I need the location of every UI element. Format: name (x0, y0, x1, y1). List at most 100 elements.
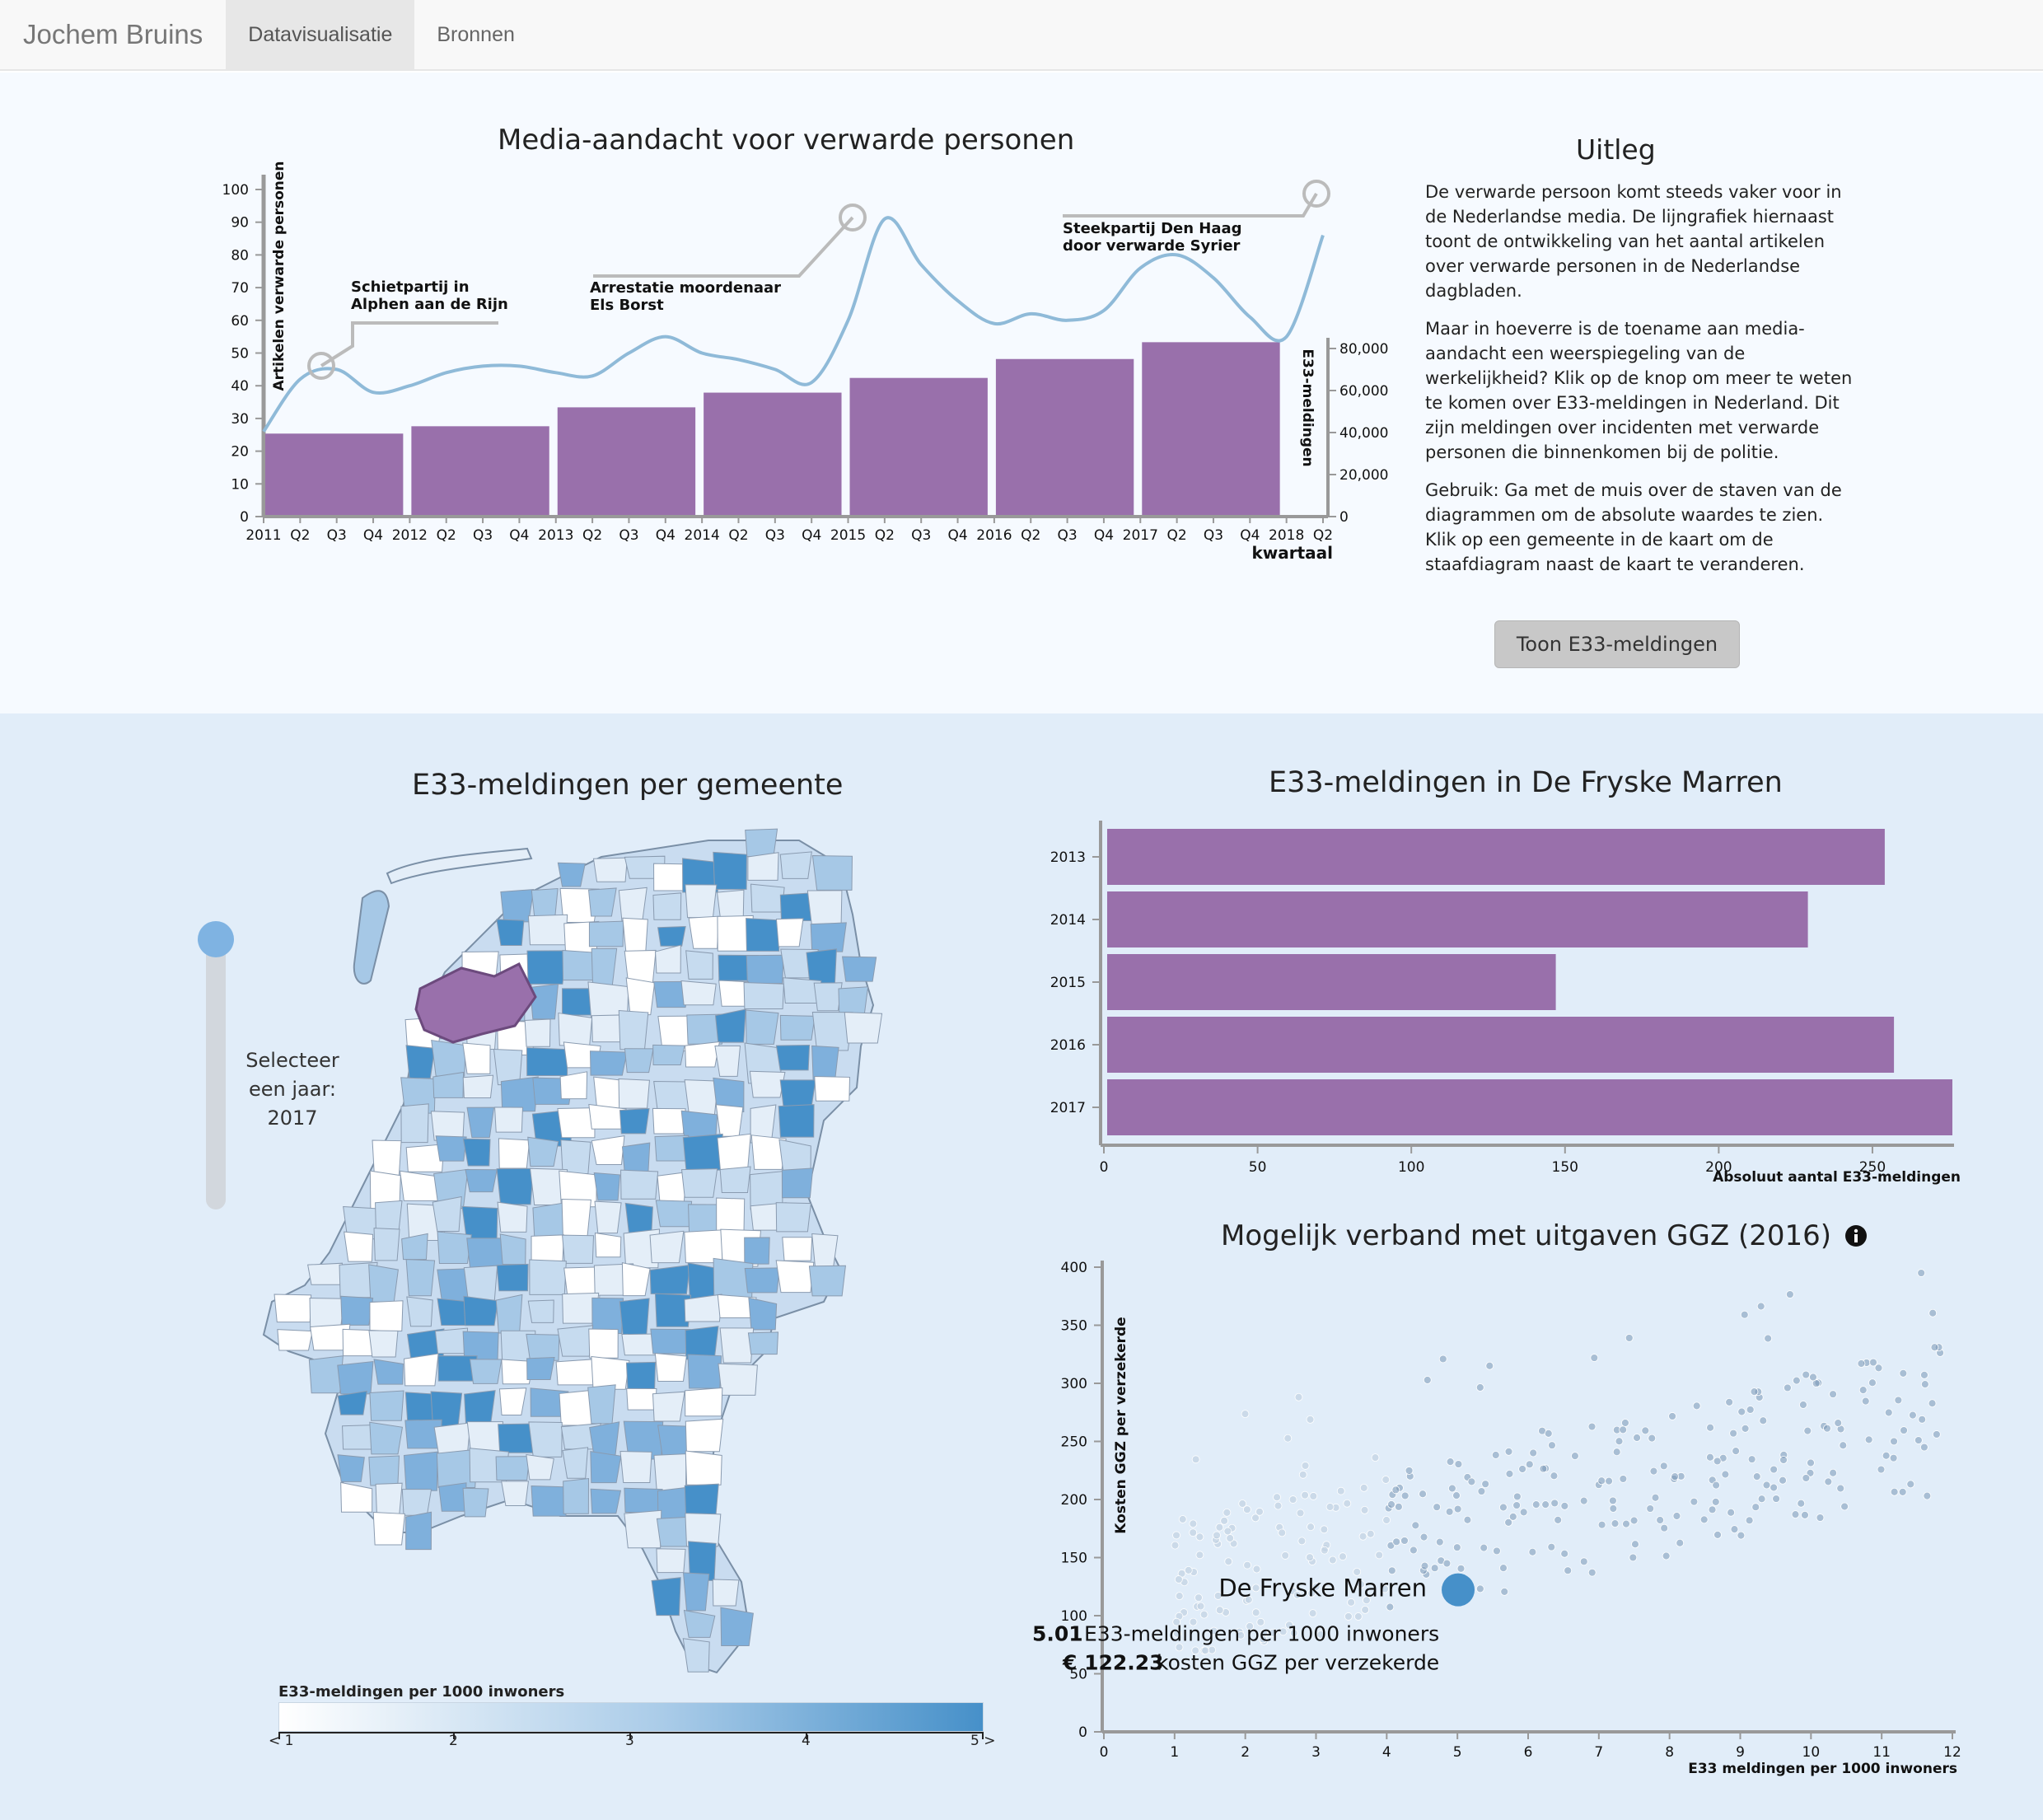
gemeente (501, 1481, 530, 1506)
gemeente (621, 1262, 651, 1297)
gemeente-dot (1297, 1537, 1307, 1546)
gemeente-dot (1477, 1487, 1486, 1495)
annotation-label: Alphen aan de Rijn (351, 296, 508, 313)
gemeente-dot (1909, 1411, 1917, 1420)
gemeente (682, 1572, 710, 1612)
gemeente-dot (1729, 1429, 1738, 1438)
map-title: E33-meldingen per gemeente (412, 769, 844, 802)
legend-tick (982, 1732, 984, 1739)
gemeente (651, 1577, 681, 1616)
gemeente-dot (1899, 1369, 1908, 1378)
x-tick-label: Q3 (1204, 527, 1223, 544)
gemeente-dot (1706, 1423, 1714, 1432)
media-chart: 0 10 20 30 40 50 60 70 80 90 100 Artikelen verwarde… (222, 161, 1389, 563)
gemeente-dot (1799, 1401, 1807, 1409)
gemeente (749, 1070, 786, 1098)
annotation-connector (320, 321, 498, 367)
gemeente-dot (1171, 1541, 1180, 1550)
gemeente-dot (1209, 1626, 1218, 1635)
x-tick-label: Q3 (327, 527, 347, 544)
gemeente-dot (1802, 1474, 1811, 1482)
gemeente-dot (1751, 1503, 1760, 1512)
year-label: 2017 (1050, 1100, 1086, 1116)
gemeente-dot (1587, 1422, 1597, 1431)
right-tick-label: 0 (1339, 509, 1349, 526)
gemeente (496, 1263, 529, 1292)
gemeente (810, 922, 847, 952)
gemeente (375, 1482, 403, 1516)
gemeente-dot (1246, 1621, 1255, 1631)
gemeente-dot (1256, 1617, 1265, 1626)
gemeente-dot (1840, 1502, 1849, 1511)
legend-label-4: 4 (802, 1733, 811, 1749)
gemeente (368, 1264, 399, 1303)
annotation-label: Steekpartij Den Haag (1063, 220, 1242, 237)
x-tick-label: Q4 (802, 527, 821, 544)
gemeente-dot (1784, 1383, 1792, 1392)
gemeente-dot (1756, 1302, 1765, 1311)
gemeente-dot (1770, 1465, 1779, 1474)
x-tick-label: 2013 (538, 527, 573, 544)
gemeente-dot (1560, 1549, 1569, 1558)
nav-datavisualisatie[interactable]: Datavisualisatie (226, 0, 415, 69)
gemeente-dot (1648, 1434, 1657, 1443)
gemeente-dot (1928, 1308, 1938, 1317)
gemeente-dot (1238, 1500, 1247, 1508)
toon-e33-button[interactable]: Toon E33-meldingen (1494, 620, 1740, 668)
gemeente-dot (1641, 1426, 1650, 1435)
year-slider-handle[interactable] (198, 921, 234, 957)
gemeente-dot (1779, 1476, 1787, 1485)
nav-bronnen[interactable]: Bronnen (437, 22, 515, 46)
gemeente-dot (1467, 1477, 1476, 1486)
gemeente (685, 1513, 722, 1547)
gemeente-dot (1894, 1396, 1903, 1405)
x-tick-label: Q2 (582, 527, 602, 544)
gemeente (811, 855, 853, 891)
gemeente-dot (1713, 1457, 1722, 1466)
gemeente (562, 1234, 595, 1264)
gemeente (401, 1489, 432, 1516)
gemeente-dot (1676, 1538, 1685, 1547)
x-tick-label: Q4 (656, 527, 676, 544)
gemeente-dot (1625, 1334, 1634, 1342)
x-tick-label: Q2 (1021, 527, 1040, 544)
year-slider-track[interactable] (206, 938, 226, 1209)
gemeente (587, 887, 617, 917)
gemeente-dot (1752, 1472, 1761, 1481)
gemeente (496, 1167, 534, 1205)
info-icon[interactable] (1844, 1223, 1868, 1248)
netherlands-map[interactable] (247, 807, 1021, 1681)
gemeente-dot (1737, 1531, 1746, 1540)
gemeente (435, 1135, 467, 1162)
x-tick-label: 2018 (1269, 527, 1304, 544)
left-tick-label: 20 (231, 444, 249, 461)
gemeente-dot (1409, 1546, 1418, 1555)
x-tick-label: Q2 (1313, 527, 1333, 544)
gemeente-dot (1528, 1547, 1537, 1556)
e33-bar (1142, 342, 1280, 517)
gemeente (811, 1233, 839, 1271)
gemeente-dot (1823, 1424, 1831, 1433)
gemeente-dot (1178, 1515, 1187, 1523)
uitleg-p2: Maar in hoeverre is de toename aan media… (1425, 319, 1853, 462)
x-tick-label: Q4 (363, 527, 383, 544)
gemeente (495, 1294, 523, 1334)
gemeente-dot (1283, 1434, 1293, 1443)
gemeente (528, 1421, 563, 1457)
uitleg-p1: De verwarde persoon komt steeds vaker vo… (1425, 182, 1842, 301)
gemeente (844, 1012, 883, 1044)
gemeente-dot (1797, 1499, 1806, 1508)
gemeente (746, 954, 784, 985)
gemeente-dot (1174, 1575, 1183, 1584)
e33-bar (411, 426, 549, 517)
brand[interactable]: Jochem Bruins (23, 19, 203, 49)
gemeente-dot (1220, 1516, 1229, 1525)
gemeente (747, 1331, 779, 1355)
gemeente (369, 1300, 404, 1332)
gemeente (404, 1353, 439, 1387)
gemeente-dot (1914, 1436, 1923, 1444)
gemeente-dot (1917, 1269, 1926, 1277)
gemeente-dot (1491, 1451, 1500, 1459)
e33-bar (265, 433, 404, 517)
gemeente (592, 857, 628, 882)
